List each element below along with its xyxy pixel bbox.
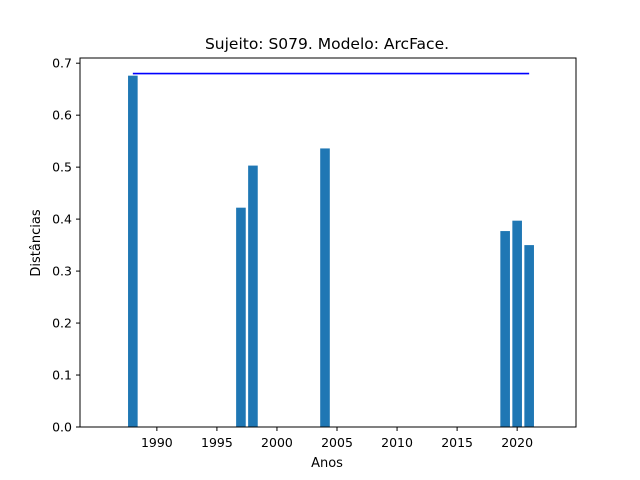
y-tick-label-0.4: 0.4 xyxy=(52,212,72,227)
y-axis: 0.0 0.1 0.2 0.3 0.4 0.5 0.6 0.7 xyxy=(52,56,80,435)
x-axis-label: Anos xyxy=(311,456,343,471)
y-tick-label-0.7: 0.7 xyxy=(52,56,72,71)
x-tick-label-1990: 1990 xyxy=(141,435,173,450)
y-axis-label: Distâncias xyxy=(29,209,44,276)
y-tick-label-0.3: 0.3 xyxy=(52,264,72,279)
y-tick-label-0.2: 0.2 xyxy=(52,316,72,331)
x-axis: 1990 1995 2000 2005 2010 2015 2020 xyxy=(141,427,533,450)
y-tick-label-0.6: 0.6 xyxy=(52,108,72,123)
bar-1997 xyxy=(236,207,246,427)
axes-frame xyxy=(79,57,577,428)
bar-1988 xyxy=(128,75,138,428)
plot-area xyxy=(128,72,534,428)
y-tick-label-0.5: 0.5 xyxy=(52,160,72,175)
bar-2004 xyxy=(320,148,330,428)
x-tick-label-2010: 2010 xyxy=(381,435,413,450)
y-tick-label-0.0: 0.0 xyxy=(52,420,72,435)
y-tick-label-0.1: 0.1 xyxy=(52,368,72,383)
chart-title: Sujeito: S079. Modelo: ArcFace. xyxy=(205,35,449,53)
bar-2020 xyxy=(512,220,522,427)
bar-2021 xyxy=(524,245,534,427)
x-tick-label-2005: 2005 xyxy=(321,435,353,450)
x-tick-label-2015: 2015 xyxy=(441,435,473,450)
x-tick-label-2000: 2000 xyxy=(261,435,293,450)
x-tick-label-2020: 2020 xyxy=(501,435,533,450)
bar-2019 xyxy=(500,231,510,427)
x-tick-label-1995: 1995 xyxy=(201,435,233,450)
bar-1998 xyxy=(248,165,258,427)
